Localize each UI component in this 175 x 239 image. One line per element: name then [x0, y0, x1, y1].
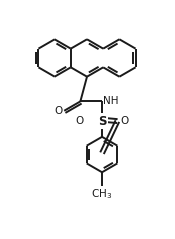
Text: O: O: [121, 116, 129, 126]
Text: O: O: [54, 106, 62, 116]
Text: CH$_3$: CH$_3$: [91, 187, 113, 201]
Text: O: O: [75, 116, 83, 126]
Text: S: S: [98, 114, 106, 128]
Text: NH: NH: [103, 96, 118, 106]
